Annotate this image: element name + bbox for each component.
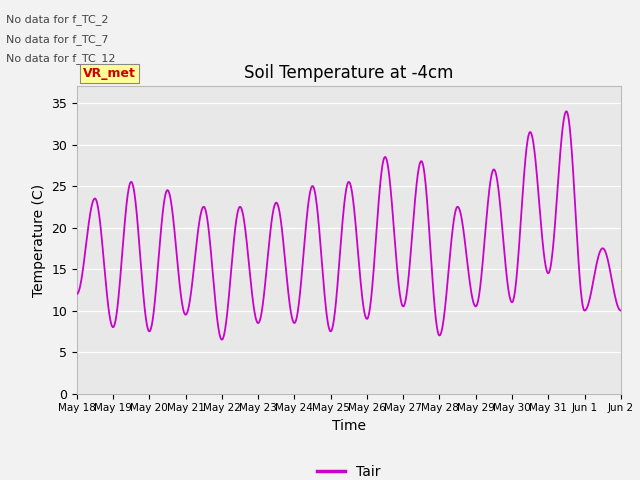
Legend: Tair: Tair bbox=[312, 460, 386, 480]
Text: No data for f_TC_12: No data for f_TC_12 bbox=[6, 53, 116, 64]
Text: VR_met: VR_met bbox=[83, 67, 136, 80]
X-axis label: Time: Time bbox=[332, 419, 366, 433]
Y-axis label: Temperature (C): Temperature (C) bbox=[31, 183, 45, 297]
Title: Soil Temperature at -4cm: Soil Temperature at -4cm bbox=[244, 64, 454, 82]
Text: No data for f_TC_7: No data for f_TC_7 bbox=[6, 34, 109, 45]
Text: No data for f_TC_2: No data for f_TC_2 bbox=[6, 14, 109, 25]
